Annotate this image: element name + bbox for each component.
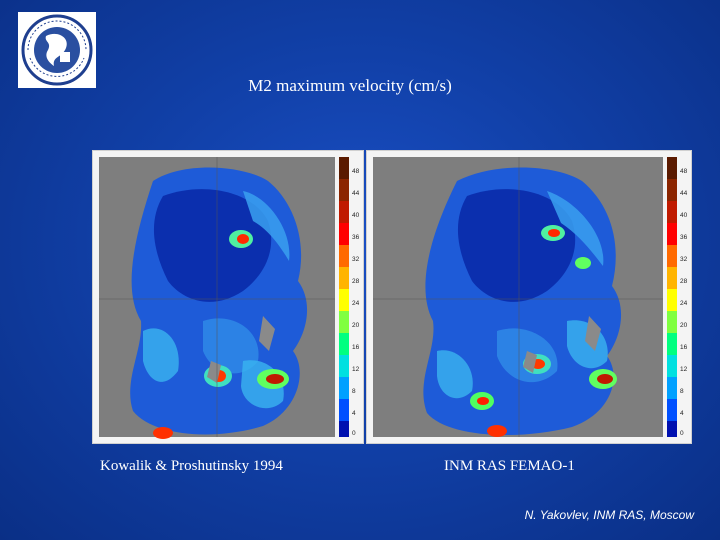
colorbar-tick: 12 <box>352 366 360 373</box>
colorbar-tick: 4 <box>352 410 356 417</box>
colorbar-right <box>667 157 677 437</box>
colorbar-tick: 0 <box>680 430 684 437</box>
colorbar-tick: 4 <box>680 410 684 417</box>
colorbar-tick: 40 <box>352 212 360 219</box>
colorbar-tick: 32 <box>352 256 360 263</box>
colorbar-tick: 24 <box>352 300 360 307</box>
colorbar-tick: 32 <box>680 256 688 263</box>
colorbar-ticks-left: 48 44 40 36 32 28 24 20 16 12 8 4 0 <box>352 168 360 437</box>
colorbar-left <box>339 157 349 437</box>
colorbar-tick: 36 <box>680 234 688 241</box>
colorbar-tick: 20 <box>352 322 360 329</box>
colorbar-tick: 20 <box>680 322 688 329</box>
map-caption-right: INM RAS FEMAO-1 <box>444 458 575 474</box>
colorbar-tick: 8 <box>352 388 356 395</box>
colorbar-tick: 16 <box>680 344 688 351</box>
map-caption-left: Kowalik & Proshutinsky 1994 <box>100 458 283 474</box>
colorbar-tick: 0 <box>352 430 356 437</box>
colorbar-tick: 44 <box>680 190 688 197</box>
colorbar-tick: 40 <box>680 212 688 219</box>
colorbar-tick: 16 <box>352 344 360 351</box>
colorbar-tick: 48 <box>352 168 360 175</box>
map-panel-right: 48 44 40 36 32 28 24 20 16 12 8 4 0 <box>366 150 692 444</box>
colorbar-tick: 48 <box>680 168 688 175</box>
colorbar-tick: 12 <box>680 366 688 373</box>
colorbar-tick: 8 <box>680 388 684 395</box>
institution-logo <box>18 12 96 88</box>
colorbar-tick: 28 <box>680 278 688 285</box>
colorbar-tick: 44 <box>352 190 360 197</box>
author-credit: N. Yakovlev, INM RAS, Moscow <box>524 508 694 522</box>
slide-title: M2 maximum velocity (cm/s) <box>248 76 452 95</box>
colorbar-ticks-right: 48 44 40 36 32 28 24 20 16 12 8 4 0 <box>680 168 688 437</box>
colorbar-tick: 28 <box>352 278 360 285</box>
map-panel-left: 48 44 40 36 32 28 24 20 16 12 8 4 0 <box>92 150 364 444</box>
colorbar-tick: 24 <box>680 300 688 307</box>
colorbar-tick: 36 <box>352 234 360 241</box>
